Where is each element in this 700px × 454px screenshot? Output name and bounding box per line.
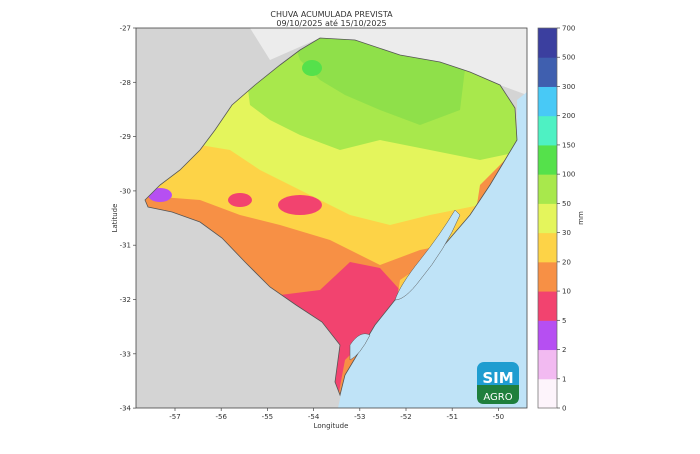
colorbar-label: 50 (562, 200, 571, 208)
x-tick-label: -56 (215, 413, 227, 421)
y-tick-label: -27 (120, 25, 131, 33)
colorbar-label: 20 (562, 258, 571, 266)
y-tick-label: -31 (120, 242, 131, 250)
map-frame (135, 27, 528, 409)
colorbar-unit: mm (577, 211, 585, 225)
colorbar: 0 1 2 5 10 20 30 50 100 150 200 300 500 700 (537, 25, 575, 413)
colorbar-label: 2 (562, 346, 566, 354)
state-border (144, 37, 518, 397)
colorbar-segment (538, 378, 557, 409)
colorbar-segment (538, 320, 557, 351)
colorbar-segment (538, 174, 557, 204)
logo-line2: AGRO (483, 392, 512, 403)
logo-line1: SIM (482, 369, 513, 387)
colorbar-segment (538, 261, 557, 292)
y-tick-label: -30 (120, 187, 131, 195)
colorbar-label: 1 (562, 375, 566, 383)
colorbar-label: 300 (562, 83, 575, 91)
y-axis: -27 -28 -29 -30 -31 -32 -33 -34 (120, 25, 136, 413)
y-tick-label: -32 (120, 296, 131, 304)
colorbar-label: 0 (562, 405, 566, 413)
y-axis-label: Latitude (111, 204, 119, 233)
colorbar-segment (538, 57, 557, 87)
colorbar-segment (538, 28, 557, 58)
y-tick-label: -28 (120, 79, 131, 87)
y-tick-label: -34 (120, 405, 132, 413)
colorbar-frame (537, 27, 558, 409)
colorbar-label: 200 (562, 112, 575, 120)
colorbar-label: 30 (562, 229, 571, 237)
colorbar-label: 150 (562, 141, 575, 149)
x-axis: -57 -56 -55 -54 -53 -52 -51 -50 (169, 408, 504, 421)
lagoa-mirim (349, 333, 371, 361)
x-tick-label: -55 (262, 413, 273, 421)
santa-catarina-land (250, 28, 527, 95)
colorbar-label: 10 (562, 288, 571, 296)
colorbar-label: 100 (562, 171, 575, 179)
x-tick-label: -54 (308, 413, 320, 421)
y-tick-label: -33 (120, 350, 131, 358)
x-tick-label: -53 (354, 413, 365, 421)
colorbar-segment (538, 86, 557, 117)
colorbar-segment (538, 232, 557, 263)
x-tick-label: -50 (493, 413, 504, 421)
x-axis-label: Longitude (314, 422, 349, 430)
colorbar-segment (538, 203, 557, 234)
lagoa-dos-patos (394, 209, 461, 301)
map-title: CHUVA ACUMULADA PREVISTA (270, 10, 393, 19)
colorbar-segment (538, 291, 557, 321)
colorbar-label: 700 (562, 25, 575, 33)
x-tick-label: -51 (446, 413, 457, 421)
map-subtitle: 09/10/2025 até 15/10/2025 (276, 19, 387, 28)
x-tick-label: -52 (400, 413, 411, 421)
ocean (338, 92, 527, 408)
colorbar-label: 5 (562, 317, 566, 325)
simagro-logo: SIM AGRO (477, 362, 519, 404)
y-tick-label: -29 (120, 133, 131, 141)
colorbar-segment (538, 144, 557, 175)
colorbar-label: 500 (562, 54, 575, 62)
colorbar-segment (538, 115, 557, 146)
x-tick-label: -57 (169, 413, 180, 421)
colorbar-segment (538, 349, 557, 380)
